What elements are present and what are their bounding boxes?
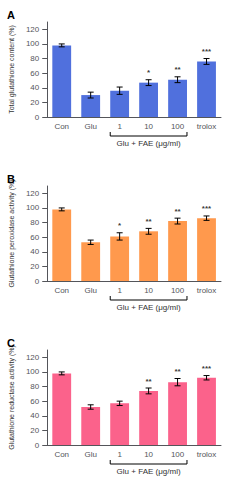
svg-text:**: ** (174, 367, 181, 376)
svg-text:80: 80 (30, 382, 39, 391)
svg-text:120: 120 (26, 189, 40, 198)
svg-text:100: 100 (171, 122, 185, 131)
svg-text:Con: Con (54, 286, 69, 295)
svg-text:120: 120 (26, 353, 40, 362)
svg-text:100: 100 (26, 367, 40, 376)
svg-text:***: *** (202, 47, 212, 56)
svg-text:100: 100 (171, 286, 185, 295)
svg-text:**: ** (174, 207, 181, 216)
svg-text:**: ** (174, 65, 181, 74)
svg-text:Total glutathione content (%): Total glutathione content (%) (8, 25, 16, 114)
svg-text:10: 10 (144, 450, 153, 459)
svg-text:***: *** (202, 204, 212, 213)
svg-text:20: 20 (30, 426, 39, 435)
svg-text:Glu: Glu (84, 286, 96, 295)
svg-text:40: 40 (30, 247, 39, 256)
svg-text:80: 80 (30, 54, 39, 63)
svg-text:B: B (7, 173, 15, 185)
svg-text:Glu + FAE (μg/ml): Glu + FAE (μg/ml) (117, 303, 181, 312)
svg-text:*: * (147, 68, 151, 77)
svg-text:100: 100 (26, 203, 40, 212)
svg-text:60: 60 (30, 397, 39, 406)
svg-text:Glu + FAE (μg/ml): Glu + FAE (μg/ml) (117, 467, 181, 476)
svg-text:Glu: Glu (84, 450, 96, 459)
svg-text:**: ** (145, 377, 152, 386)
svg-text:10: 10 (144, 286, 153, 295)
svg-text:120: 120 (26, 25, 40, 34)
svg-text:Con: Con (54, 450, 69, 459)
svg-text:trolox: trolox (197, 122, 217, 131)
svg-text:Glu + FAE (μg/ml): Glu + FAE (μg/ml) (117, 139, 181, 148)
svg-text:10: 10 (144, 122, 153, 131)
svg-text:Con: Con (54, 122, 69, 131)
svg-text:0: 0 (35, 441, 40, 450)
svg-text:60: 60 (30, 69, 39, 78)
svg-text:20: 20 (30, 98, 39, 107)
svg-text:1: 1 (117, 450, 122, 459)
svg-text:Glutathione peroxidase activit: Glutathione peroxidase activity (%) (8, 179, 16, 287)
svg-text:80: 80 (30, 218, 39, 227)
svg-text:20: 20 (30, 262, 39, 271)
svg-text:trolox: trolox (197, 450, 217, 459)
svg-text:***: *** (202, 364, 212, 373)
svg-text:40: 40 (30, 83, 39, 92)
svg-text:60: 60 (30, 233, 39, 242)
svg-text:*: * (118, 221, 122, 230)
svg-text:100: 100 (26, 39, 40, 48)
svg-text:C: C (7, 337, 15, 349)
svg-text:1: 1 (117, 286, 122, 295)
svg-text:100: 100 (171, 450, 185, 459)
svg-text:0: 0 (35, 113, 40, 122)
svg-text:Glu: Glu (84, 122, 96, 131)
svg-text:1: 1 (117, 122, 122, 131)
svg-text:**: ** (145, 217, 152, 226)
svg-text:0: 0 (35, 277, 40, 286)
svg-text:A: A (7, 9, 15, 21)
svg-text:trolox: trolox (197, 286, 217, 295)
svg-text:40: 40 (30, 411, 39, 420)
svg-text:Glutathione reductase activity: Glutathione reductase activity (%) (8, 345, 16, 450)
